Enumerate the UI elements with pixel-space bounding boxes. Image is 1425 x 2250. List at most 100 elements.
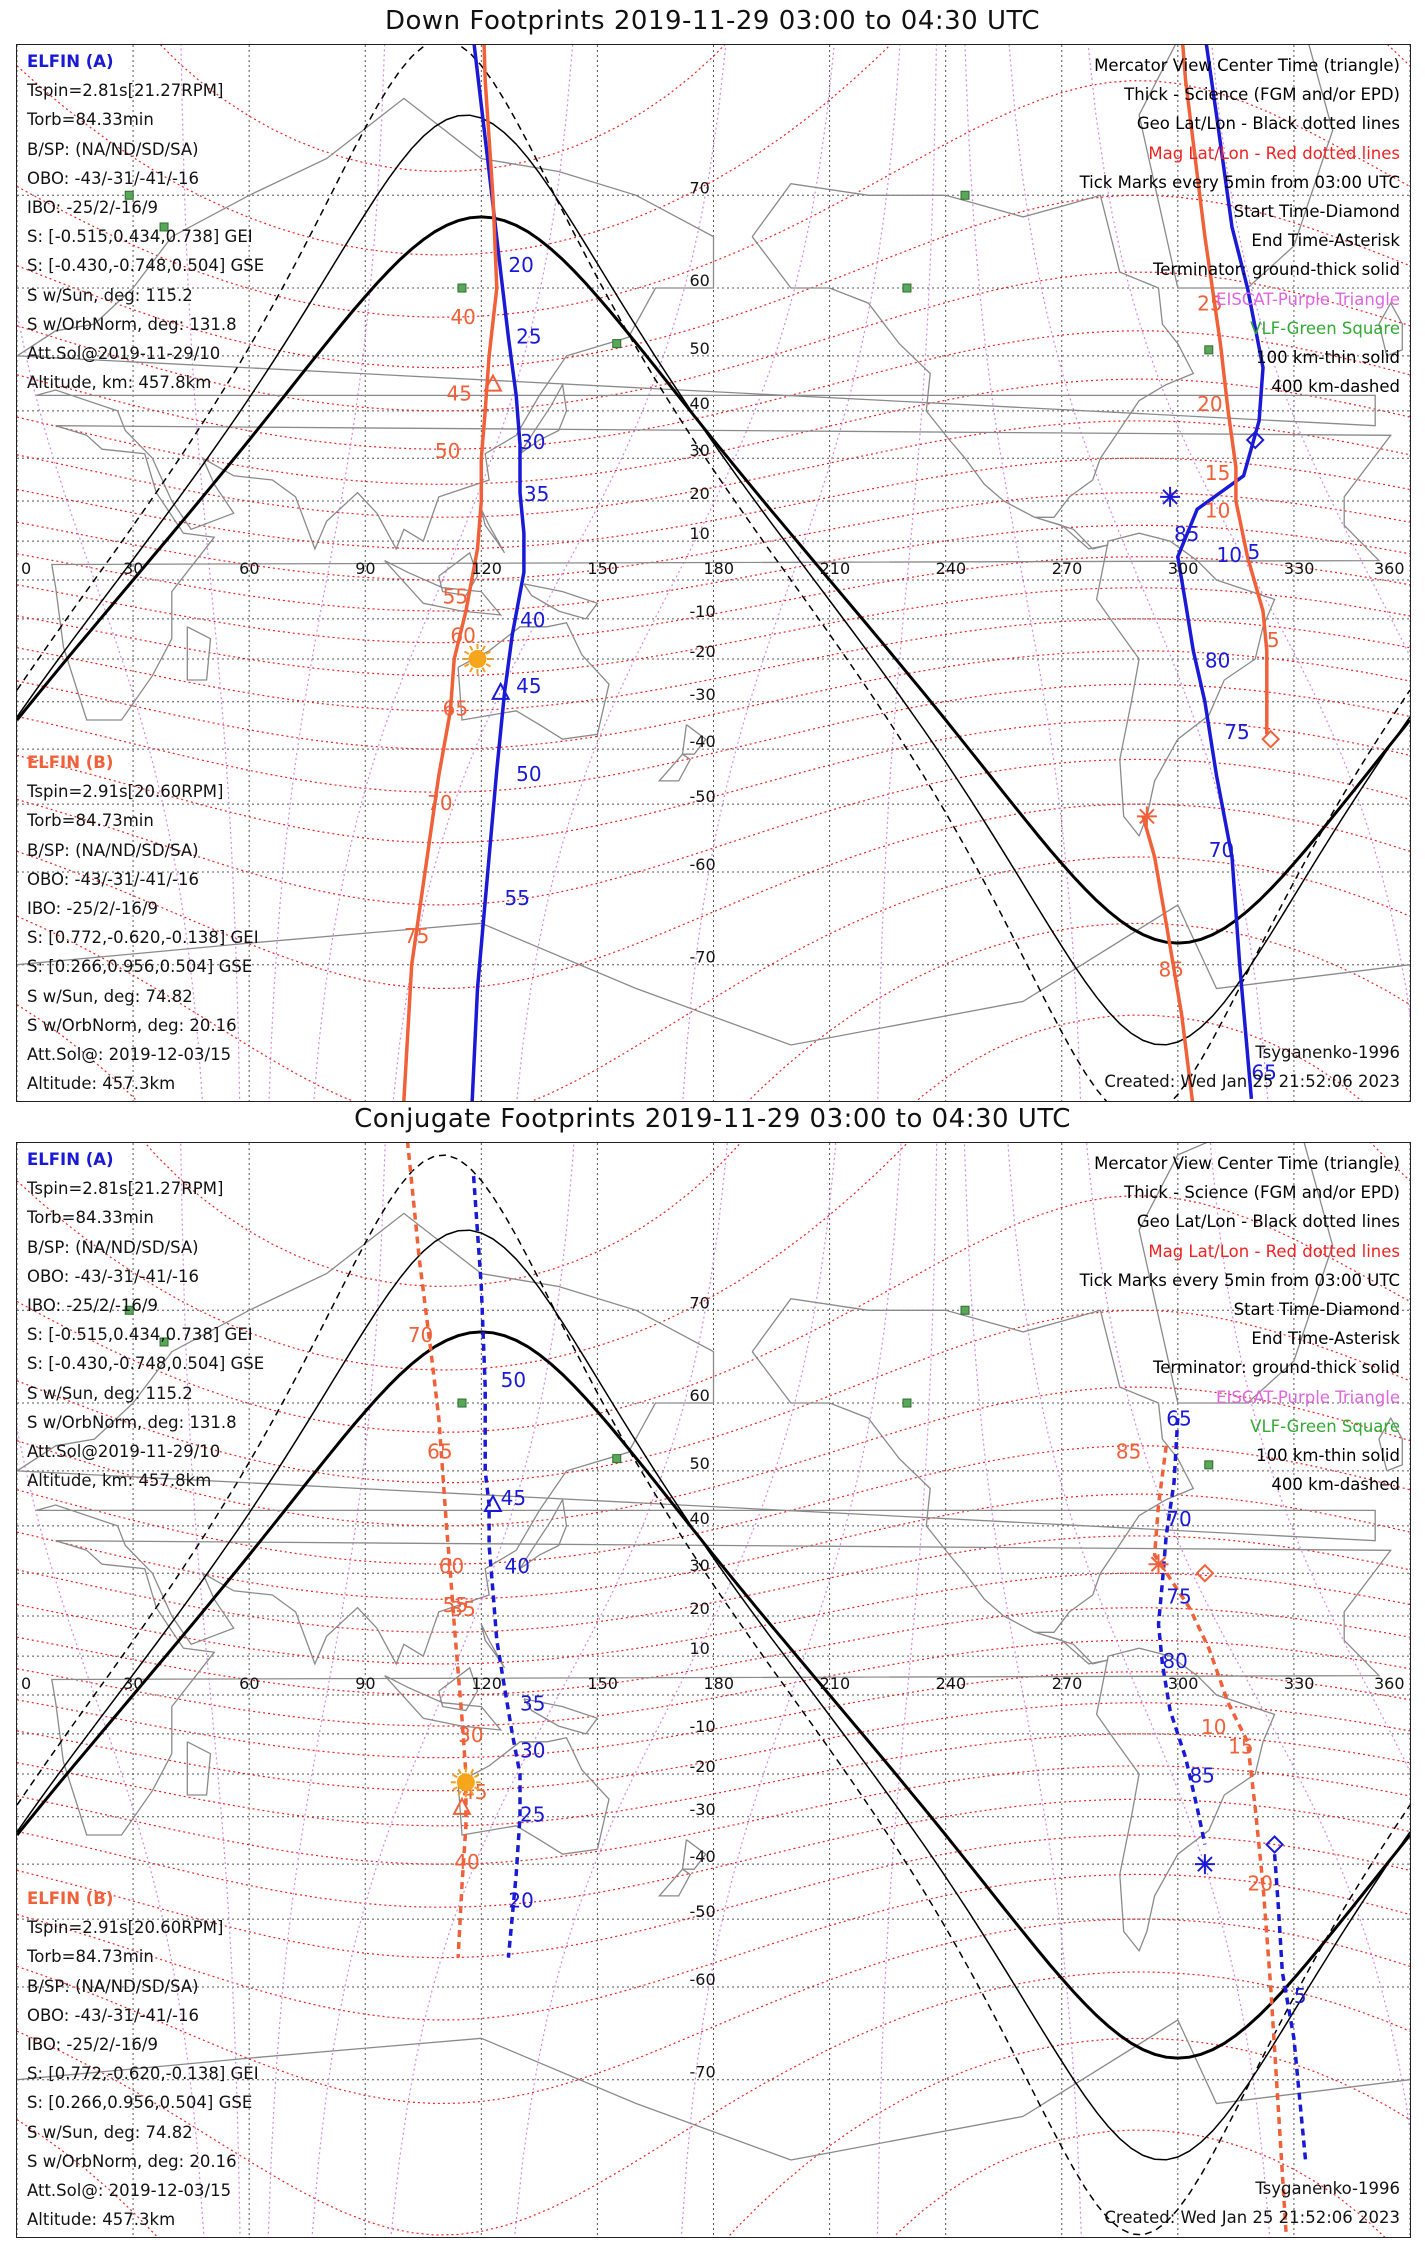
lat-tick-label: 10 xyxy=(690,524,710,543)
legend-entry: Start Time-Diamond xyxy=(1233,1300,1400,1320)
lat-tick-label: 40 xyxy=(690,1509,710,1528)
legend-entry: Mercator View Center Time (triangle) xyxy=(1094,1154,1400,1173)
sat-a-tick-label: 55 xyxy=(505,886,530,910)
mag-lat-line xyxy=(17,492,1410,581)
center-triangle-icon xyxy=(452,1796,472,1815)
sat-a-tick-label: 40 xyxy=(505,1554,530,1578)
param-line: Att.Sol@2019-11-29/10 xyxy=(27,344,221,364)
param-line: OBO: -43/-31/-41/-16 xyxy=(27,1266,199,1286)
mag-lon-line xyxy=(682,45,901,1101)
vlf-station-icon xyxy=(159,222,169,232)
coastline xyxy=(519,1497,568,1570)
legend-entry: Terminator: ground-thick solid xyxy=(1152,1358,1400,1378)
param-line: Tspin=2.81s[21.27RPM] xyxy=(27,1179,224,1199)
terminator xyxy=(17,1154,1410,2236)
legend-entry: Start Time-Diamond xyxy=(1233,202,1400,222)
sat-a-tick-label: 5 xyxy=(1294,1984,1307,2008)
panel-title: Down Footprints 2019-11-29 03:00 to 04:3… xyxy=(384,6,1041,36)
sun-ray xyxy=(481,667,486,673)
sun-ray xyxy=(485,650,491,655)
coastline xyxy=(384,560,503,616)
sun-icon xyxy=(462,644,493,675)
coastline xyxy=(1378,301,1403,357)
legend-entry: VLF-Green Square xyxy=(1250,318,1400,338)
sat-a-tick-label: 35 xyxy=(524,482,549,506)
sun-ray xyxy=(469,1790,475,1796)
legend-entry: Geo Lat/Lon - Black dotted lines xyxy=(1136,114,1400,134)
mag-lat-line xyxy=(17,1309,1410,1484)
coastline xyxy=(457,1737,610,1855)
coastline xyxy=(17,97,1376,551)
mag-lon-line xyxy=(268,45,386,1101)
sat-b-tick-label: 20 xyxy=(1247,1871,1272,1895)
param-line: OBO: -43/-31/-41/-16 xyxy=(27,2005,199,2025)
coastline xyxy=(1138,1143,1334,1404)
vlf-station-icon xyxy=(457,1398,467,1408)
param-line: S: [0.266,0.956,0.504] GSE xyxy=(27,957,253,977)
sat-a-params: Tspin=2.81s[21.27RPM] Torb=84.33min B/SP: … xyxy=(27,76,264,397)
coastline xyxy=(523,583,599,620)
lon-tick-label: 90 xyxy=(355,559,375,578)
sat-b-tick-label: 15 xyxy=(1205,461,1230,485)
param-line: S w/OrbNorm, deg: 20.16 xyxy=(27,2151,237,2171)
legend-entry: Geo Lat/Lon - Black dotted lines xyxy=(1136,1212,1400,1232)
sat-a-tick-label: 45 xyxy=(501,1486,526,1510)
param-line: S: [0.266,0.956,0.504] GSE xyxy=(27,2093,253,2113)
coastline xyxy=(480,508,506,554)
sat-a-tick-label: 25 xyxy=(520,1802,545,1826)
lat-tick-label: 20 xyxy=(690,1599,710,1618)
coastline xyxy=(438,1666,479,1712)
sat-b-tick-label: 30 xyxy=(458,1723,483,1747)
lon-tick-label: 270 xyxy=(1052,559,1083,578)
sat-b-params: Tspin=2.91s[20.60RPM] Torb=84.73min B/SP: … xyxy=(27,1913,259,2234)
param-line: S w/Sun, deg: 74.82 xyxy=(27,986,193,1006)
legend-entry: 400 km-dashed xyxy=(1271,1475,1400,1495)
coastline xyxy=(519,382,568,455)
sat-a-info: ELFIN (A) Tspin=2.81s[21.27RPM] Torb=84.3… xyxy=(27,1145,264,1495)
satellite-tracks xyxy=(405,1143,1308,2236)
end-asterisk-icon xyxy=(1136,806,1157,827)
sat-b-info: ELFIN (B) Tspin=2.91s[20.60RPM] Torb=84.7… xyxy=(27,748,259,1098)
legend-entry: VLF-Green Square xyxy=(1250,1416,1400,1436)
terminator-400km xyxy=(17,1154,1410,2236)
vlf-station-icon xyxy=(902,283,912,293)
mag-lon-line xyxy=(514,1143,837,2237)
legend-entry: Mag Lat/Lon - Red dotted lines xyxy=(1148,143,1400,163)
mag-lon-line xyxy=(392,45,727,1101)
lon-tick-label: 240 xyxy=(936,559,967,578)
sat-b-tick-label: 10 xyxy=(1205,498,1230,522)
param-line: IBO: -25/2/-16/9 xyxy=(27,899,158,919)
mag-lat-line xyxy=(915,1014,1363,1101)
end-asterisk-icon xyxy=(1160,486,1181,507)
param-line: Att.Sol@: 2019-12-03/15 xyxy=(27,2181,232,2201)
lat-tick-label: -10 xyxy=(690,1717,716,1736)
sat-b-tick-label: 50 xyxy=(435,439,460,463)
lat-tick-label: -60 xyxy=(690,1970,716,1989)
param-line: Tspin=2.91s[20.60RPM] xyxy=(27,1918,224,1938)
coastlines xyxy=(17,45,1410,1046)
param-line: Altitude: 457.3km xyxy=(27,1074,176,1094)
sat-a-tick-label: 65 xyxy=(1166,1406,1191,1430)
sat-b-tick-label: 10 xyxy=(1201,1715,1226,1739)
sun-ray xyxy=(474,1786,480,1791)
mag-lon-line xyxy=(1007,1143,1271,2237)
lat-tick-label: -30 xyxy=(690,685,716,704)
mag-lat-line xyxy=(17,2037,1410,2237)
mag-lon-line xyxy=(390,1143,728,2237)
coastline xyxy=(751,1297,1195,1633)
param-line: S: [-0.430,-0.748,0.504] GSE xyxy=(27,1354,265,1374)
mag-lat-line xyxy=(17,1918,1410,2105)
lon-tick-label: 30 xyxy=(123,1674,143,1693)
mag-lat-line xyxy=(17,1671,1410,1759)
mag-lon-line xyxy=(876,1143,938,2237)
sat-b-tick-label: 65 xyxy=(443,696,468,720)
param-line: S w/OrbNorm, deg: 131.8 xyxy=(27,1412,237,1432)
mag-lat-line xyxy=(17,1572,1410,1665)
param-line: IBO: -25/2/-16/9 xyxy=(27,2035,158,2055)
sat-a-tick-label: 80 xyxy=(1205,648,1230,672)
sun-disc xyxy=(468,650,487,669)
lon-tick-label: 0 xyxy=(21,1674,31,1693)
lon-tick-label: 300 xyxy=(1168,1674,1199,1693)
sat-b-params: Tspin=2.91s[20.60RPM] Torb=84.73min B/SP: … xyxy=(27,777,259,1098)
mag-lon-line xyxy=(516,45,835,1101)
